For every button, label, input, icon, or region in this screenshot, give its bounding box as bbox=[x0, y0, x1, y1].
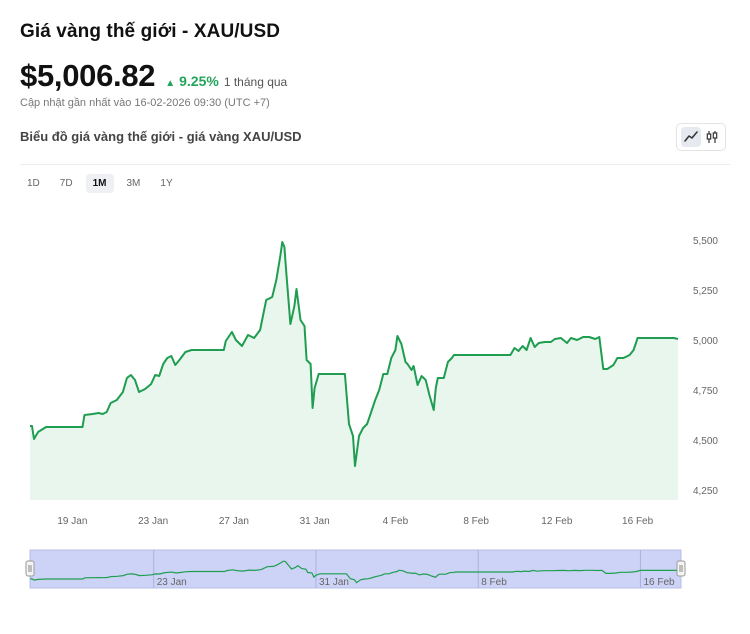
x-tick-label: 4 Feb bbox=[383, 516, 409, 527]
y-tick-label: 4,750 bbox=[693, 386, 718, 397]
price-area-fill bbox=[30, 242, 678, 500]
y-tick-label: 4,500 bbox=[693, 436, 718, 447]
navigator-tick-label: 8 Feb bbox=[481, 577, 507, 588]
price-change: ▲ 9.25% 1 tháng qua bbox=[165, 73, 287, 89]
line-chart-icon[interactable] bbox=[680, 127, 701, 147]
range-3m[interactable]: 3M bbox=[126, 178, 141, 189]
price-summary: $5,006.82 ▲ 9.25% 1 tháng qua bbox=[20, 58, 287, 94]
range-selector: 1D 7D 1M 3M 1Y bbox=[20, 174, 186, 193]
navigator-tick-label: 16 Feb bbox=[643, 577, 675, 588]
y-tick-label: 5,000 bbox=[693, 336, 718, 347]
x-tick-label: 16 Feb bbox=[622, 516, 654, 527]
change-period: 1 tháng qua bbox=[223, 75, 288, 89]
x-tick-label: 27 Jan bbox=[219, 516, 249, 527]
chart-subtitle: Biểu đồ giá vàng thế giới - giá vàng XAU… bbox=[20, 129, 302, 144]
range-1y[interactable]: 1Y bbox=[160, 178, 173, 189]
range-1d[interactable]: 1D bbox=[27, 178, 40, 189]
y-tick-label: 5,500 bbox=[693, 236, 718, 247]
navigator-line bbox=[30, 560, 682, 584]
y-tick-label: 4,250 bbox=[693, 486, 718, 497]
chart-type-toggle bbox=[676, 123, 726, 151]
navigator-tick-label: 23 Jan bbox=[157, 577, 187, 588]
current-price: $5,006.82 bbox=[20, 58, 156, 93]
y-tick-label: 5,250 bbox=[693, 286, 718, 297]
range-1m[interactable]: 1M bbox=[85, 174, 114, 193]
navigator-right-handle[interactable] bbox=[676, 560, 686, 577]
header-divider bbox=[20, 164, 730, 165]
x-tick-label: 19 Jan bbox=[57, 516, 87, 527]
page-title: Giá vàng thế giới - XAU/USD bbox=[20, 21, 281, 42]
x-tick-label: 31 Jan bbox=[300, 516, 330, 527]
last-updated: Cập nhật gần nhất vào 16-02-2026 09:30 (… bbox=[20, 97, 270, 109]
x-tick-label: 23 Jan bbox=[138, 516, 168, 527]
candlestick-icon[interactable] bbox=[702, 127, 722, 147]
x-tick-label: 12 Feb bbox=[541, 516, 573, 527]
range-7d[interactable]: 7D bbox=[59, 178, 73, 189]
x-tick-label: 8 Feb bbox=[463, 516, 489, 527]
navigator-tick-label: 31 Jan bbox=[319, 577, 349, 588]
change-percent: 9.25% bbox=[179, 73, 219, 89]
navigator-left-handle[interactable] bbox=[25, 560, 35, 577]
triangle-up-icon: ▲ bbox=[165, 78, 176, 89]
price-line bbox=[30, 241, 679, 467]
